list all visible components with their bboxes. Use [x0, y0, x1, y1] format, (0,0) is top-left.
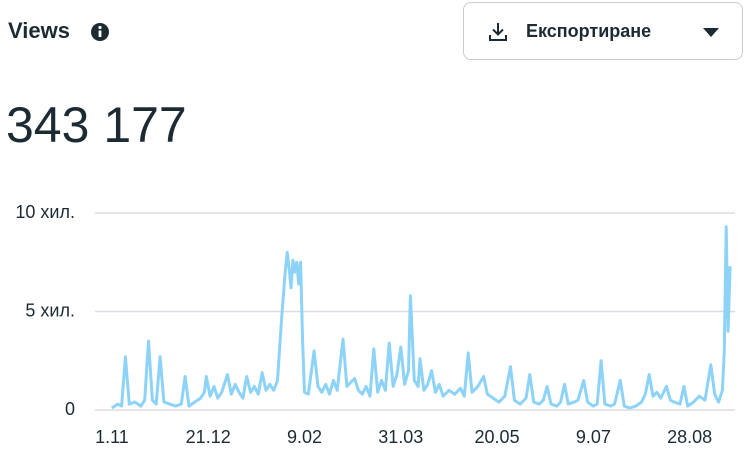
download-icon	[489, 23, 507, 41]
y-tick-label: 5 хил.	[25, 300, 75, 320]
info-icon[interactable]	[90, 22, 110, 42]
total-value: 343 177	[6, 97, 187, 153]
x-tick-label: 1.11	[95, 427, 129, 447]
x-tick-label: 28.08	[667, 427, 712, 447]
export-label: Експортиране	[526, 21, 652, 41]
views-line	[111, 225, 732, 410]
x-tick-label: 21.12	[186, 427, 231, 447]
x-tick-label: 9.07	[576, 427, 611, 447]
title: Views	[8, 18, 70, 43]
y-tick-label: 10 хил.	[15, 202, 75, 222]
caret	[703, 28, 719, 37]
y-tick-label: 0	[65, 399, 75, 419]
x-tick-label: 20.05	[475, 427, 520, 447]
export-button[interactable]: Експортиране	[463, 2, 743, 60]
x-tick-label: 9.02	[287, 427, 322, 447]
x-tick-label: 31.03	[378, 427, 423, 447]
chart: 0 5 хил. 10 хил. 1.11 21.12 9.02 31.03 20.05 9.0…	[15, 202, 735, 447]
